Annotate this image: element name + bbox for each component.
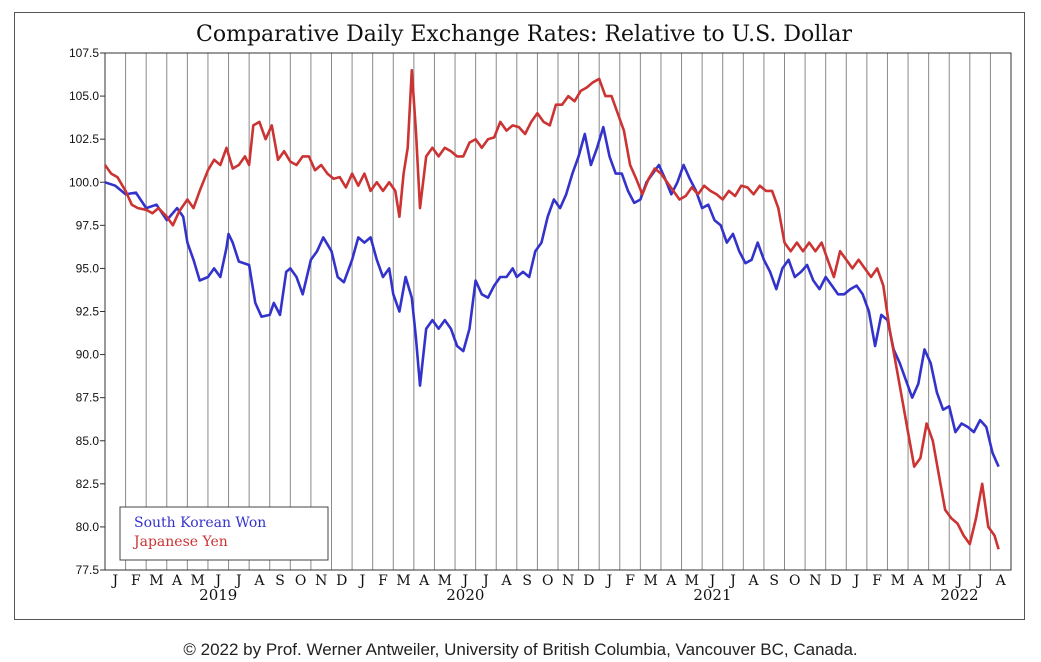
series-line-japanese-yen bbox=[103, 68, 1000, 550]
x-year-label: 2020 bbox=[446, 586, 484, 604]
x-tick-label: M bbox=[149, 573, 163, 589]
x-tick-label: S bbox=[522, 573, 532, 589]
y-tick-label: 95.0 bbox=[76, 261, 100, 275]
x-tick-label: J bbox=[358, 573, 366, 589]
x-tick-label: J bbox=[110, 573, 118, 589]
y-tick-label: 100.0 bbox=[69, 175, 99, 189]
series-line-south-korean-won bbox=[104, 125, 1000, 468]
x-tick-label: N bbox=[562, 573, 574, 589]
y-tick-label: 82.5 bbox=[76, 477, 100, 491]
x-year-label: 2022 bbox=[940, 586, 978, 604]
x-tick-label: O bbox=[789, 573, 800, 589]
x-tick-label: J bbox=[213, 573, 221, 589]
x-tick-label: J bbox=[975, 573, 983, 589]
x-tick-label: A bbox=[995, 573, 1007, 589]
x-tick-label: J bbox=[605, 573, 613, 589]
copyright-footer: © 2022 by Prof. Werner Antweiler, Univer… bbox=[183, 640, 858, 659]
x-tick-label: F bbox=[378, 573, 388, 589]
y-tick-label: 77.5 bbox=[76, 563, 100, 577]
x-tick-label: A bbox=[418, 573, 430, 589]
legend-item-japanese-yen: Japanese Yen bbox=[132, 534, 228, 550]
x-tick-label: A bbox=[748, 573, 760, 589]
x-tick-label: O bbox=[295, 573, 306, 589]
x-tick-label: N bbox=[809, 573, 821, 589]
x-tick-label: M bbox=[932, 573, 946, 589]
y-tick-label: 92.5 bbox=[76, 305, 100, 319]
x-tick-label: A bbox=[665, 573, 677, 589]
legend-item-south-korean-won: South Korean Won bbox=[134, 515, 266, 531]
x-tick-label: N bbox=[315, 573, 327, 589]
x-axis-year-labels: 2019 2020 2021 2022 bbox=[199, 586, 978, 604]
x-tick-label: S bbox=[275, 573, 285, 589]
x-year-label: 2019 bbox=[199, 586, 237, 604]
y-tick-label: 80.0 bbox=[76, 520, 100, 534]
x-tick-label: M bbox=[190, 573, 204, 589]
y-tick-label: 97.5 bbox=[76, 218, 100, 232]
x-tick-label: J bbox=[852, 573, 860, 589]
x-tick-label: J bbox=[708, 573, 716, 589]
x-tick-label: A bbox=[500, 573, 512, 589]
x-tick-label: A bbox=[171, 573, 183, 589]
x-tick-label: M bbox=[438, 573, 452, 589]
x-tick-label: J bbox=[728, 573, 736, 589]
x-tick-label: F bbox=[872, 573, 882, 589]
x-tick-label: M bbox=[685, 573, 699, 589]
y-tick-label: 87.5 bbox=[76, 391, 100, 405]
x-tick-label: D bbox=[830, 573, 841, 589]
y-tick-label: 105.0 bbox=[69, 89, 99, 103]
series-lines bbox=[103, 68, 1000, 550]
x-tick-label: S bbox=[769, 573, 779, 589]
x-tick-label: J bbox=[955, 573, 963, 589]
x-tick-label: A bbox=[912, 573, 924, 589]
chart-title: Comparative Daily Exchange Rates: Relati… bbox=[196, 22, 852, 47]
y-axis-ticks: 107.5 105.0 102.5 100.0 97.5 95.0 92.5 90.0 87.5… bbox=[69, 46, 105, 577]
x-tick-label: J bbox=[481, 573, 489, 589]
y-tick-label: 85.0 bbox=[76, 434, 100, 448]
x-tick-label: F bbox=[625, 573, 635, 589]
legend-box bbox=[119, 506, 329, 561]
x-year-label: 2021 bbox=[693, 586, 731, 604]
x-tick-label: D bbox=[583, 573, 594, 589]
x-tick-label: J bbox=[461, 573, 469, 589]
vertical-grid bbox=[125, 53, 991, 570]
x-tick-label: M bbox=[643, 573, 657, 589]
x-tick-label: D bbox=[336, 573, 347, 589]
x-tick-label: F bbox=[131, 573, 141, 589]
y-tick-label: 90.0 bbox=[76, 348, 100, 362]
x-tick-label: J bbox=[234, 573, 242, 589]
y-tick-label: 107.5 bbox=[69, 46, 99, 60]
x-tick-label: M bbox=[396, 573, 410, 589]
x-tick-label: M bbox=[891, 573, 905, 589]
legend: South Korean Won Japanese Yen bbox=[119, 506, 329, 561]
y-tick-label: 102.5 bbox=[69, 132, 99, 146]
x-tick-label: A bbox=[253, 573, 265, 589]
x-tick-label: O bbox=[542, 573, 553, 589]
